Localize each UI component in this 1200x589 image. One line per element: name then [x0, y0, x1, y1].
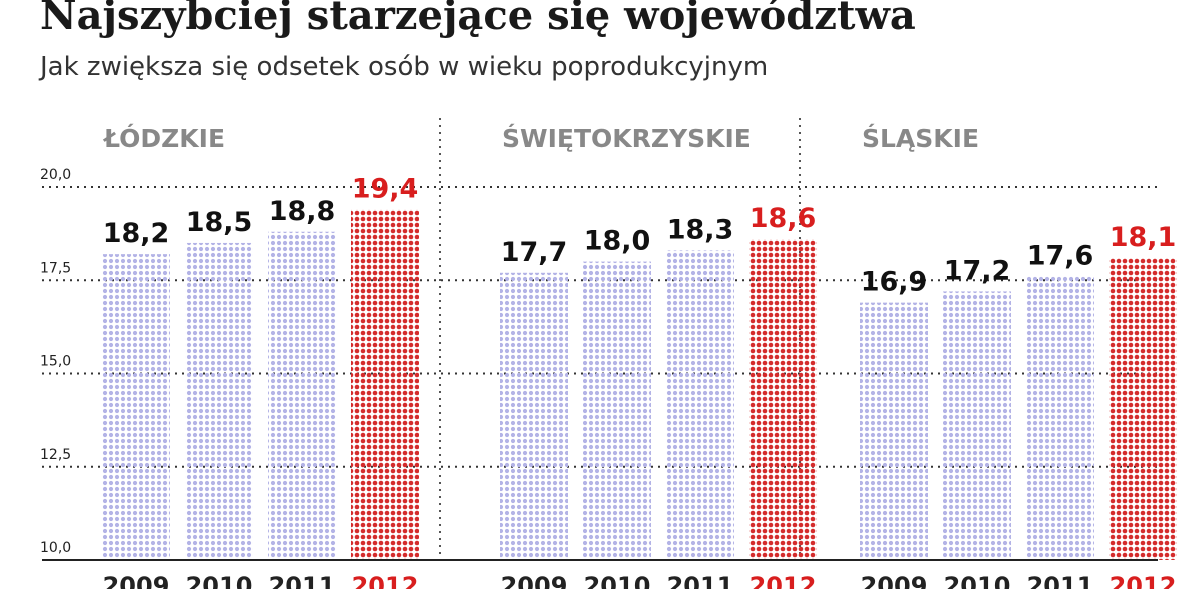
data-label: 18,3	[667, 214, 734, 245]
data-label: 18,2	[103, 218, 170, 249]
y-tick-label: 17,5	[40, 260, 71, 276]
x-tick-label: 2011	[269, 572, 336, 589]
bar	[500, 272, 568, 560]
data-label: 18,6	[750, 203, 817, 234]
bar	[351, 209, 419, 560]
bar	[102, 254, 170, 560]
bar	[943, 291, 1011, 560]
x-tick-label: 2010	[584, 572, 651, 589]
x-tick-label: 2011	[1027, 572, 1094, 589]
chart-title: Najszybciej starzejące się województwa	[40, 0, 916, 39]
y-tick-label: 10,0	[40, 540, 71, 556]
x-tick-label: 2011	[667, 572, 734, 589]
data-label: 17,6	[1027, 241, 1094, 272]
x-tick-label: 2009	[861, 572, 928, 589]
panel-title: ŚWIĘTOKRZYSKIE	[502, 123, 751, 153]
y-tick-label: 20,0	[40, 167, 71, 183]
panel-title: ŁÓDZKIE	[102, 123, 225, 153]
x-tick-label: 2012	[1110, 572, 1177, 589]
y-tick-label: 12,5	[40, 447, 71, 463]
bar	[185, 242, 253, 560]
data-label: 17,7	[501, 237, 568, 268]
bar	[749, 239, 817, 560]
bar	[860, 302, 928, 560]
chart-subtitle: Jak zwiększa się odsetek osób w wieku po…	[40, 52, 769, 82]
bar	[666, 250, 734, 560]
data-label: 19,4	[352, 173, 419, 204]
data-label: 18,5	[186, 207, 253, 238]
x-tick-label: 2009	[103, 572, 170, 589]
y-tick-label: 15,0	[40, 354, 71, 370]
x-tick-label: 2010	[944, 572, 1011, 589]
data-label: 17,2	[944, 255, 1011, 286]
data-label: 18,0	[584, 226, 651, 257]
bar	[1109, 257, 1177, 560]
x-tick-label: 2012	[750, 572, 817, 589]
panel-title: ŚLĄSKIE	[862, 123, 979, 153]
bar	[583, 261, 651, 560]
data-label: 18,8	[269, 196, 336, 227]
bar	[268, 231, 336, 560]
x-tick-label: 2012	[352, 572, 419, 589]
bar	[1026, 276, 1094, 560]
x-tick-label: 2010	[186, 572, 253, 589]
data-label: 16,9	[861, 267, 928, 298]
data-label: 18,1	[1110, 222, 1177, 253]
x-tick-label: 2009	[501, 572, 568, 589]
